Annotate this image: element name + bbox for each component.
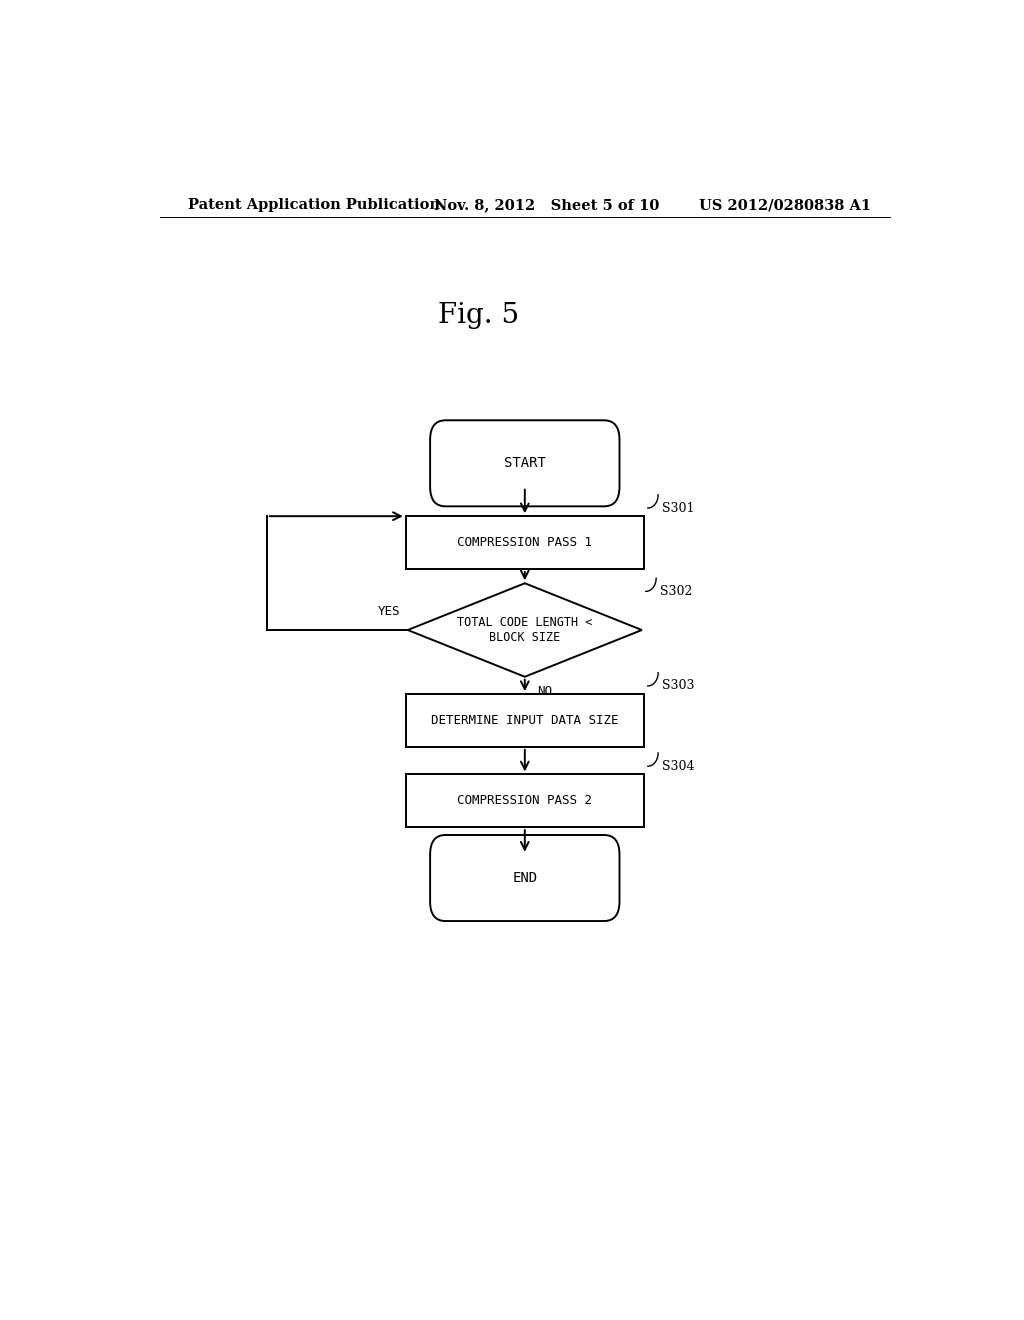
Text: S302: S302 <box>660 585 692 598</box>
FancyBboxPatch shape <box>430 836 620 921</box>
Bar <box>406 516 644 569</box>
Bar <box>406 694 644 747</box>
Text: S304: S304 <box>663 760 694 772</box>
Text: Fig. 5: Fig. 5 <box>437 302 518 330</box>
Text: YES: YES <box>377 605 399 618</box>
FancyBboxPatch shape <box>430 420 620 507</box>
Text: START: START <box>504 457 546 470</box>
Text: Patent Application Publication: Patent Application Publication <box>187 198 439 213</box>
Text: S303: S303 <box>663 680 694 693</box>
Text: COMPRESSION PASS 2: COMPRESSION PASS 2 <box>458 795 592 808</box>
Text: TOTAL CODE LENGTH <
BLOCK SIZE: TOTAL CODE LENGTH < BLOCK SIZE <box>457 616 593 644</box>
Text: S301: S301 <box>663 502 694 515</box>
Text: Nov. 8, 2012   Sheet 5 of 10: Nov. 8, 2012 Sheet 5 of 10 <box>433 198 658 213</box>
Text: COMPRESSION PASS 1: COMPRESSION PASS 1 <box>458 536 592 549</box>
Text: DETERMINE INPUT DATA SIZE: DETERMINE INPUT DATA SIZE <box>431 714 618 727</box>
Text: NO: NO <box>538 685 553 698</box>
Text: END: END <box>512 871 538 884</box>
Text: US 2012/0280838 A1: US 2012/0280838 A1 <box>699 198 871 213</box>
Bar <box>406 775 644 828</box>
Polygon shape <box>408 583 642 677</box>
